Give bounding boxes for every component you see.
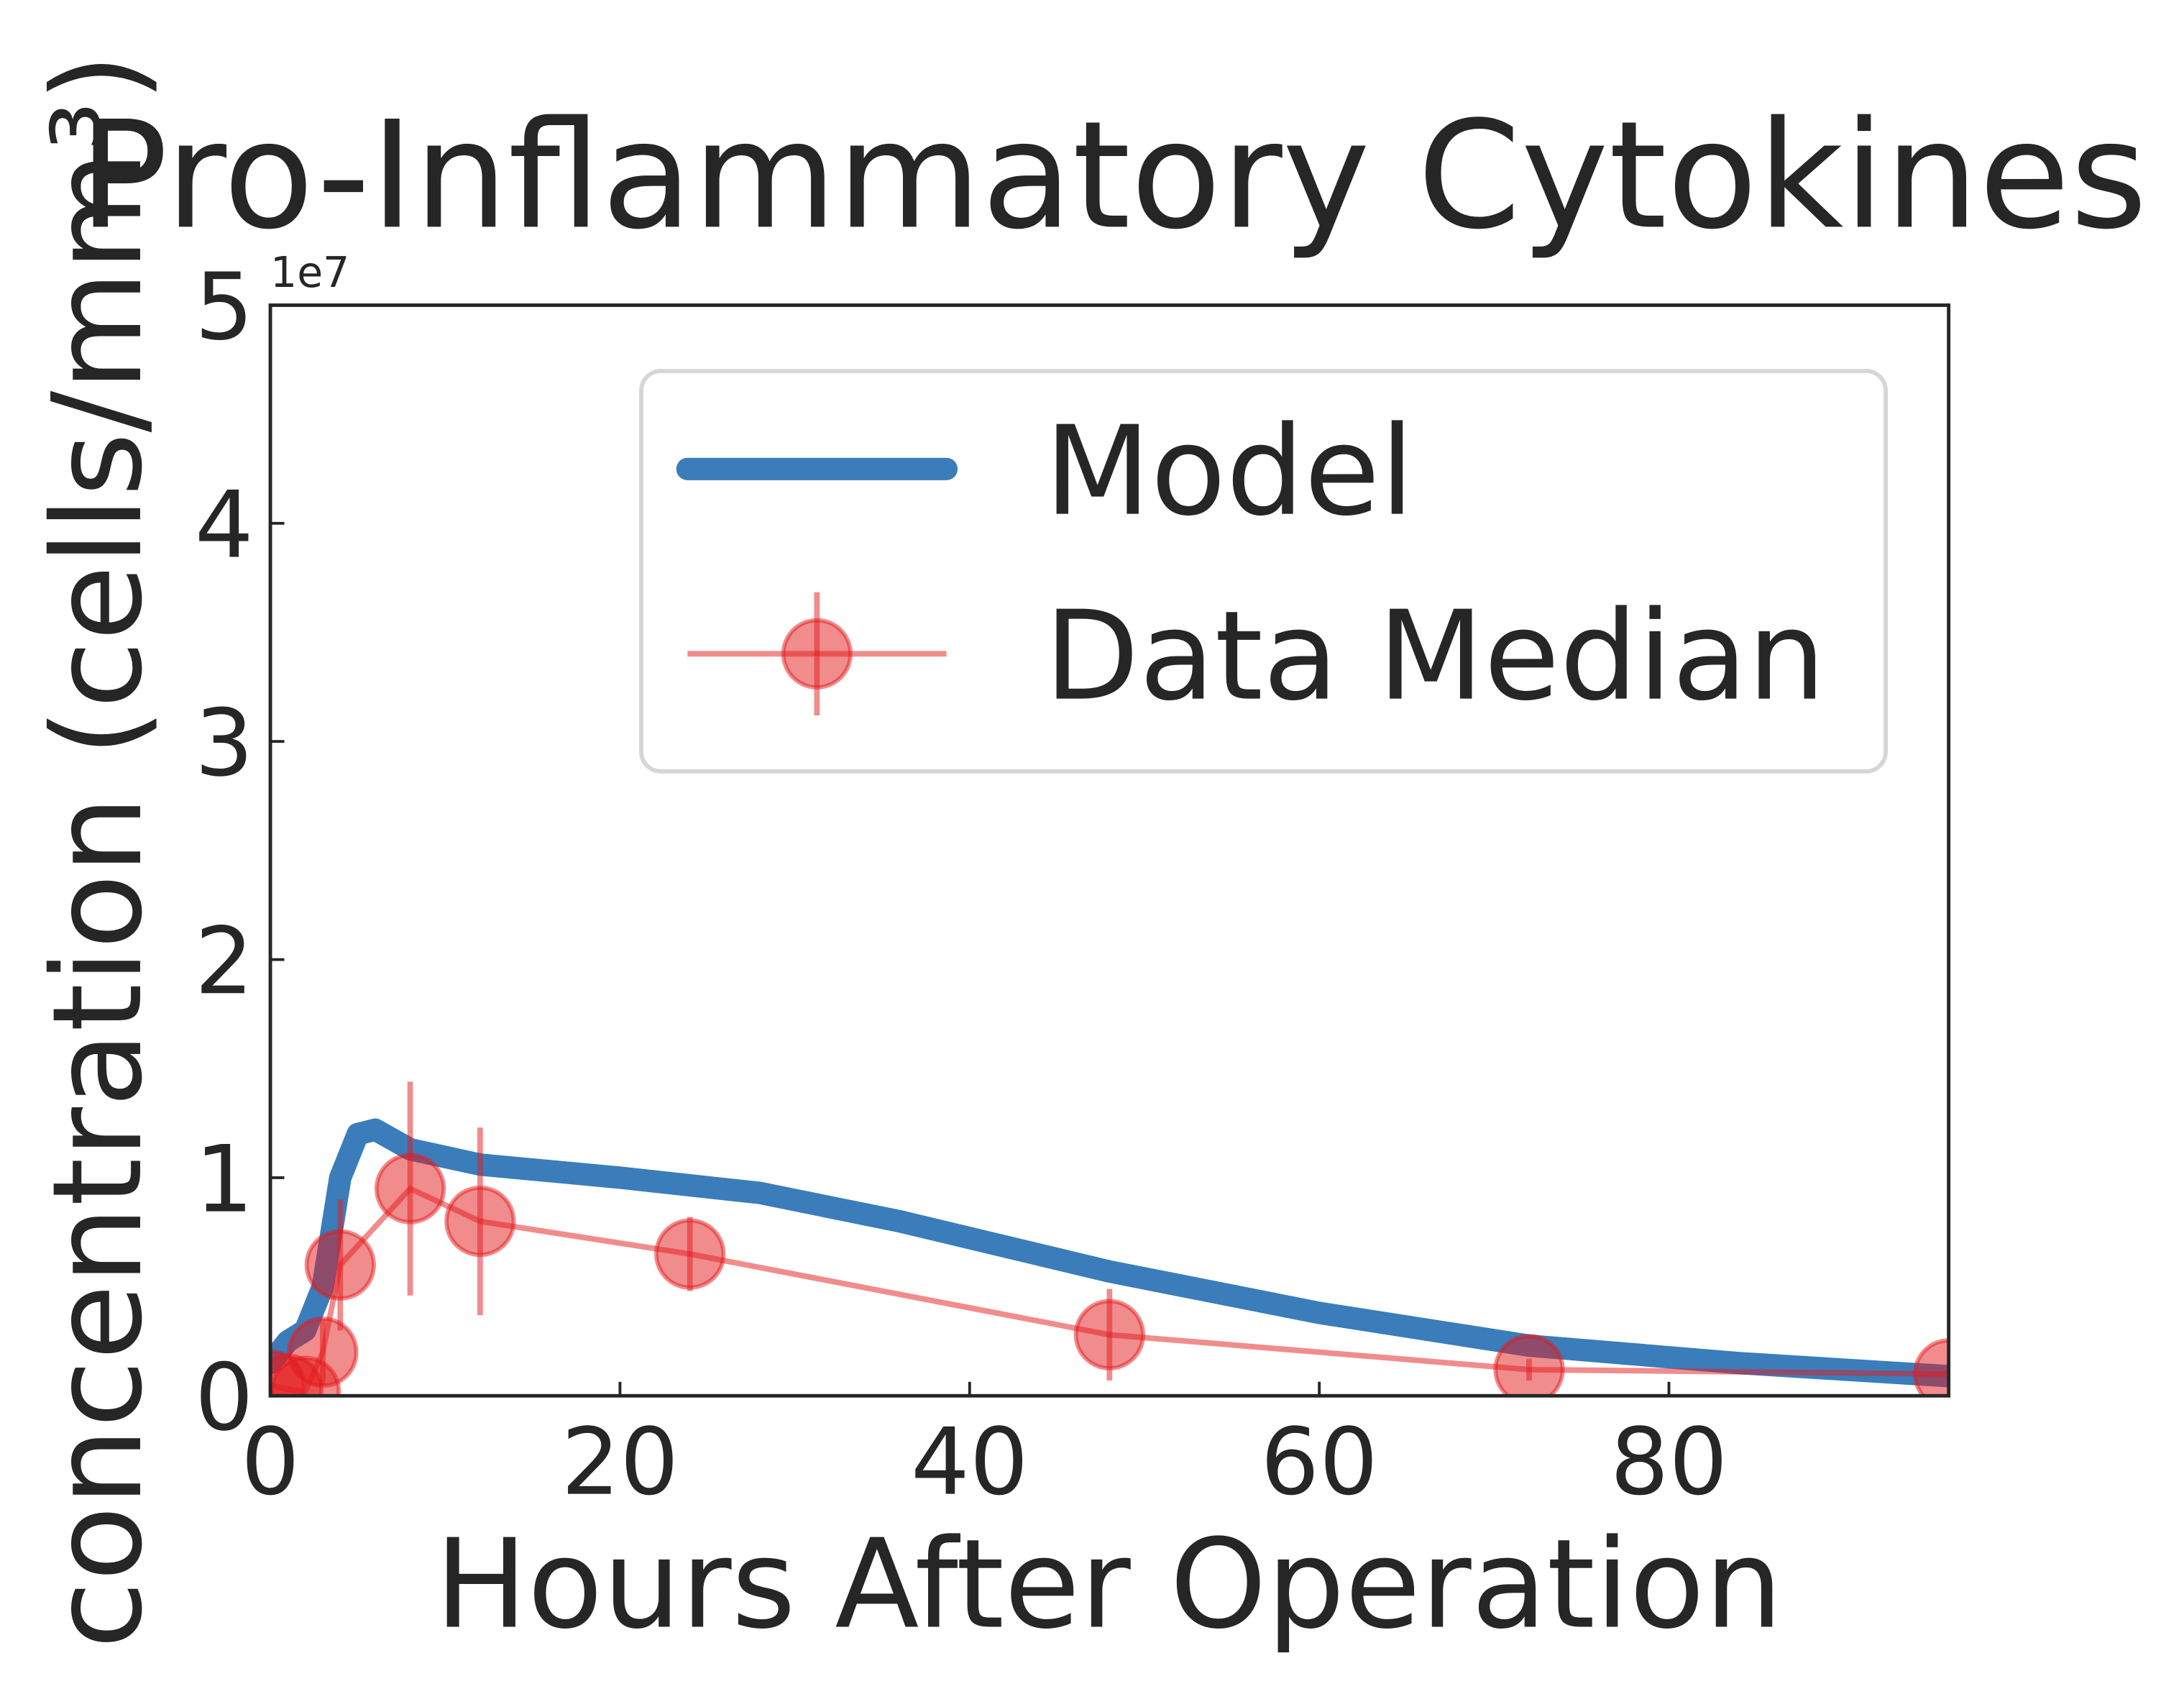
x-tick-label: 80 [1610,1409,1728,1516]
x-axis-label: Hours After Operation [435,1514,1783,1657]
plot-area [270,1081,1949,1396]
chart-title: Pro-Inflammatory Cytokines [78,88,2147,262]
data-point [1073,1299,1145,1370]
y-axis-label: concentration (cells/mm³) [27,53,170,1649]
data-point [374,1153,446,1224]
data-point [304,1229,376,1301]
y-offset-label: 1e7 [270,248,349,297]
legend-swatch [781,618,853,690]
data-point [654,1218,726,1290]
plot-frame [268,303,1951,1398]
y-tick-label: 4 [195,472,254,580]
data-point [1912,1338,1949,1396]
x-tick-label: 20 [561,1409,679,1516]
y-tick-label: 2 [195,908,254,1015]
x-tick-label: 0 [241,1409,300,1516]
y-tick-label: 5 [195,254,254,361]
data-point [287,1316,359,1388]
x-tick-label: 60 [1260,1409,1378,1516]
y-tick-label: 1 [195,1127,254,1234]
data-point [444,1185,516,1258]
legend-label: Data Median [1045,585,1826,728]
y-tick-label: 3 [195,690,254,797]
x-tick-label: 40 [911,1409,1029,1516]
legend: Model Data Median [639,369,1888,774]
y-tick-label: 0 [195,1345,254,1452]
legend-label: Model [1045,400,1414,544]
data-point [1493,1334,1565,1396]
